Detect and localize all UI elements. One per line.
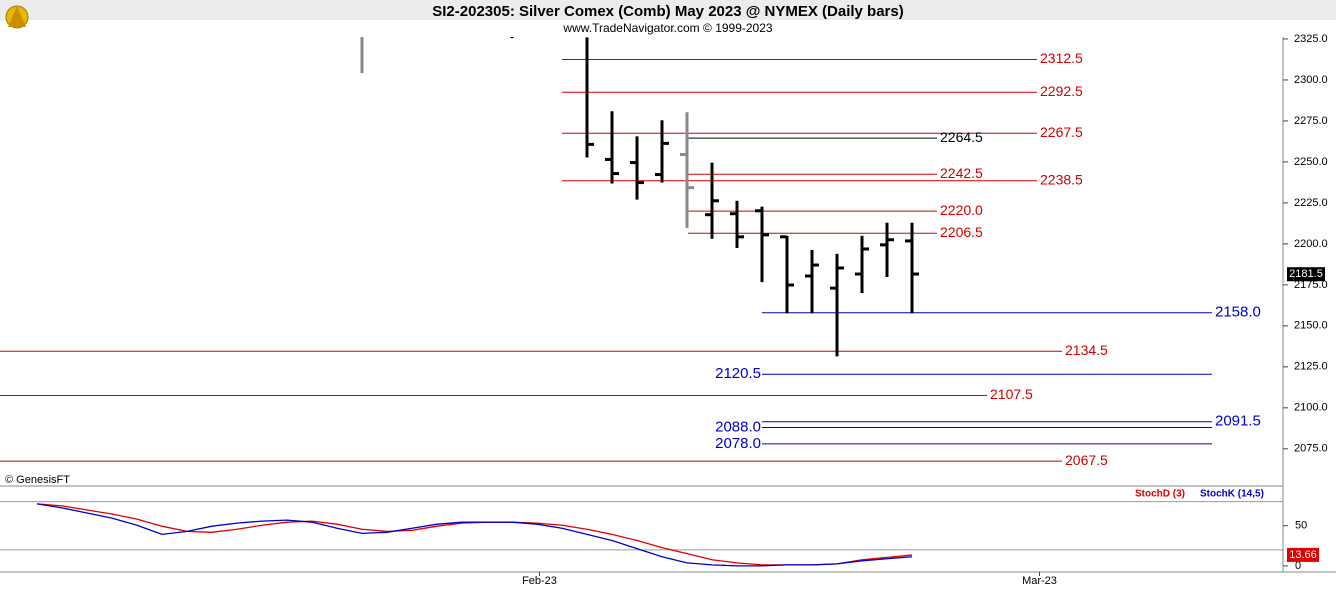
subtitle: www.TradeNavigator.com © 1999-2023: [562, 21, 772, 35]
stoch-line: [36, 503, 913, 567]
last-price-label: 2181.5: [1289, 268, 1323, 280]
level-label: 2091.5: [1215, 413, 1261, 430]
level-label: 2312.5: [1040, 50, 1083, 66]
y-tick-label: 2125.0: [1294, 361, 1328, 373]
level-label: 2134.5: [1065, 342, 1108, 358]
level-label: 2220.0: [940, 202, 983, 218]
level-label: 2242.5: [940, 165, 983, 181]
y-tick-label: 50: [1295, 520, 1307, 532]
y-tick-label: 2150.0: [1294, 320, 1328, 332]
level-label: 2206.5: [940, 224, 983, 240]
y-tick-label: 2075.0: [1294, 443, 1328, 455]
watermark: © GenesisFT: [5, 474, 70, 486]
stoch-line: [36, 503, 913, 566]
y-tick-label: 2200.0: [1294, 238, 1328, 250]
header-bar: [0, 0, 1336, 20]
y-tick-label: 2325.0: [1294, 33, 1328, 45]
logo: [5, 5, 29, 29]
y-tick-label: 2100.0: [1294, 402, 1328, 414]
level-label: 2120.5: [715, 365, 761, 382]
level-label: 2292.5: [1040, 83, 1083, 99]
level-label: 2078.0: [715, 435, 761, 452]
y-tick-label: 2250.0: [1294, 156, 1328, 168]
y-tick-label: 2300.0: [1294, 74, 1328, 86]
level-label: 2088.0: [715, 418, 761, 435]
y-tick-label: 2275.0: [1294, 115, 1328, 127]
level-label: 2264.5: [940, 129, 983, 145]
last-price-box: [1287, 267, 1325, 282]
level-label: 2067.5: [1065, 452, 1108, 468]
level-label: 2158.0: [1215, 304, 1261, 321]
y-tick-label: 0: [1295, 560, 1301, 572]
level-label: 2107.5: [990, 386, 1033, 402]
x-tick-label: Mar-23: [1022, 575, 1057, 587]
legend-entry: StochK (14,5): [1200, 489, 1264, 500]
level-label: 2238.5: [1040, 171, 1083, 187]
level-label: 2267.5: [1040, 124, 1083, 140]
last-value-box: [1287, 547, 1319, 562]
x-tick-label: Feb-23: [522, 575, 557, 587]
legend-entry: StochD (3): [1135, 489, 1185, 500]
chart-title: SI2-202305: Silver Comex (Comb) May 2023…: [432, 3, 903, 20]
last-value-label: 13.66: [1289, 549, 1317, 561]
y-tick-label: 2175.0: [1294, 279, 1328, 291]
y-tick-label: 2225.0: [1294, 197, 1328, 209]
